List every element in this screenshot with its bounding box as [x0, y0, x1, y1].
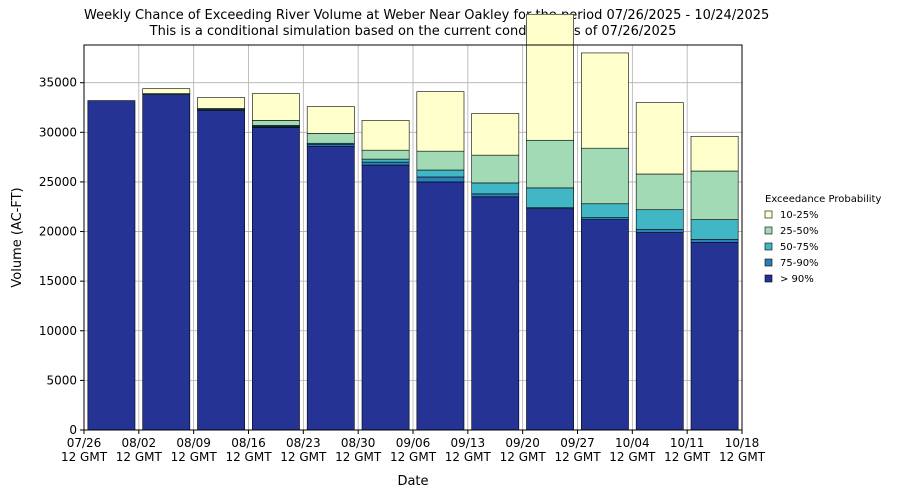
bar-segment — [690, 239, 739, 243]
x-tick-label: 09/06 12 GMT — [390, 436, 437, 464]
y-axis-label: Volume (AC-FT) — [10, 187, 25, 287]
y-tick-label: 35000 — [39, 76, 77, 90]
bar-segment — [252, 120, 300, 126]
y-tick-label: 15000 — [39, 274, 77, 288]
bar-stacks — [87, 13, 739, 431]
bar-segment — [581, 203, 629, 218]
legend-swatch — [764, 226, 773, 235]
bar-segment — [361, 164, 410, 431]
y-tick-label: 25000 — [39, 175, 77, 189]
bar-segment — [416, 176, 465, 183]
x-tick-label: 09/27 12 GMT — [554, 436, 601, 464]
legend-title: Exceedance Probability — [765, 194, 881, 205]
x-tick-label: 08/23 12 GMT — [280, 436, 327, 464]
bar-segment — [142, 94, 191, 431]
y-tick-label: 20000 — [39, 225, 77, 239]
bar-segment — [635, 173, 684, 211]
x-tick-label: 09/13 12 GMT — [445, 436, 492, 464]
bar-segment — [635, 232, 684, 431]
legend-swatch — [764, 258, 773, 267]
x-tick-label: 08/02 12 GMT — [116, 436, 163, 464]
bar-segment — [526, 187, 574, 209]
y-tick-label: 10000 — [39, 324, 77, 338]
bar-segment — [581, 219, 629, 431]
bar-segment — [416, 169, 465, 178]
bar-segment — [87, 100, 136, 431]
bar-segment — [361, 158, 410, 163]
y-tick-label: 5000 — [46, 373, 77, 387]
bar-segment — [306, 145, 355, 431]
bar-segment — [197, 97, 245, 109]
bar-segment — [306, 106, 355, 134]
legend-label: 50-75% — [780, 242, 819, 253]
x-tick-label: 10/04 12 GMT — [609, 436, 656, 464]
x-tick-label: 09/20 12 GMT — [500, 436, 547, 464]
x-tick-label: 10/11 12 GMT — [664, 436, 711, 464]
bar-segment — [690, 219, 739, 240]
bar-segment — [361, 120, 410, 151]
grid-lines — [83, 45, 743, 431]
bar-segment — [471, 113, 520, 156]
bar-segment — [471, 154, 520, 184]
legend-swatch — [764, 274, 773, 283]
bar-segment — [526, 13, 574, 141]
bar-segment — [690, 170, 739, 220]
bar-segment — [526, 139, 574, 189]
bar-segment — [471, 196, 520, 431]
bar-segment — [635, 209, 684, 230]
bar-segment — [361, 149, 410, 160]
bar-segment — [635, 229, 684, 233]
bar-segment — [581, 147, 629, 205]
chart-title-line: Weekly Chance of Exceeding River Volume … — [84, 8, 770, 23]
bar-segment — [581, 52, 629, 149]
x-tick-label: 08/09 12 GMT — [171, 436, 218, 464]
legend-label: > 90% — [780, 274, 814, 285]
x-tick-label: 10/18 12 GMT — [719, 436, 766, 464]
bar-segment — [142, 88, 191, 94]
legend: Exceedance Probability 10-25% 25-50% 50-75%… — [764, 194, 881, 285]
x-tick-label: 08/30 12 GMT — [335, 436, 382, 464]
bar-segment — [635, 102, 684, 175]
bar-segment — [361, 161, 410, 166]
x-tick-label: 08/16 12 GMT — [225, 436, 272, 464]
bar-segment — [252, 127, 300, 431]
bar-segment — [416, 181, 465, 431]
bar-segment — [690, 135, 739, 172]
x-axis-label: Date — [397, 474, 428, 489]
bar-segment — [197, 110, 245, 431]
bar-segment — [471, 193, 520, 198]
legend-label: 75-90% — [780, 258, 819, 269]
legend-swatch — [764, 210, 773, 219]
bar-segment — [471, 182, 520, 195]
bar-segment — [252, 93, 300, 121]
x-tick-label: 07/26 12 GMT — [61, 436, 108, 464]
bar-segment — [690, 242, 739, 431]
legend-label: 10-25% — [780, 210, 819, 221]
legend-swatch — [764, 242, 773, 251]
legend-label: 25-50% — [780, 226, 819, 237]
bar-segment — [526, 208, 574, 431]
bar-segment — [416, 91, 465, 152]
bar-segment — [306, 133, 355, 144]
bar-segment — [416, 150, 465, 171]
y-tick-label: 0 — [69, 423, 77, 437]
y-tick-label: 30000 — [39, 125, 77, 139]
